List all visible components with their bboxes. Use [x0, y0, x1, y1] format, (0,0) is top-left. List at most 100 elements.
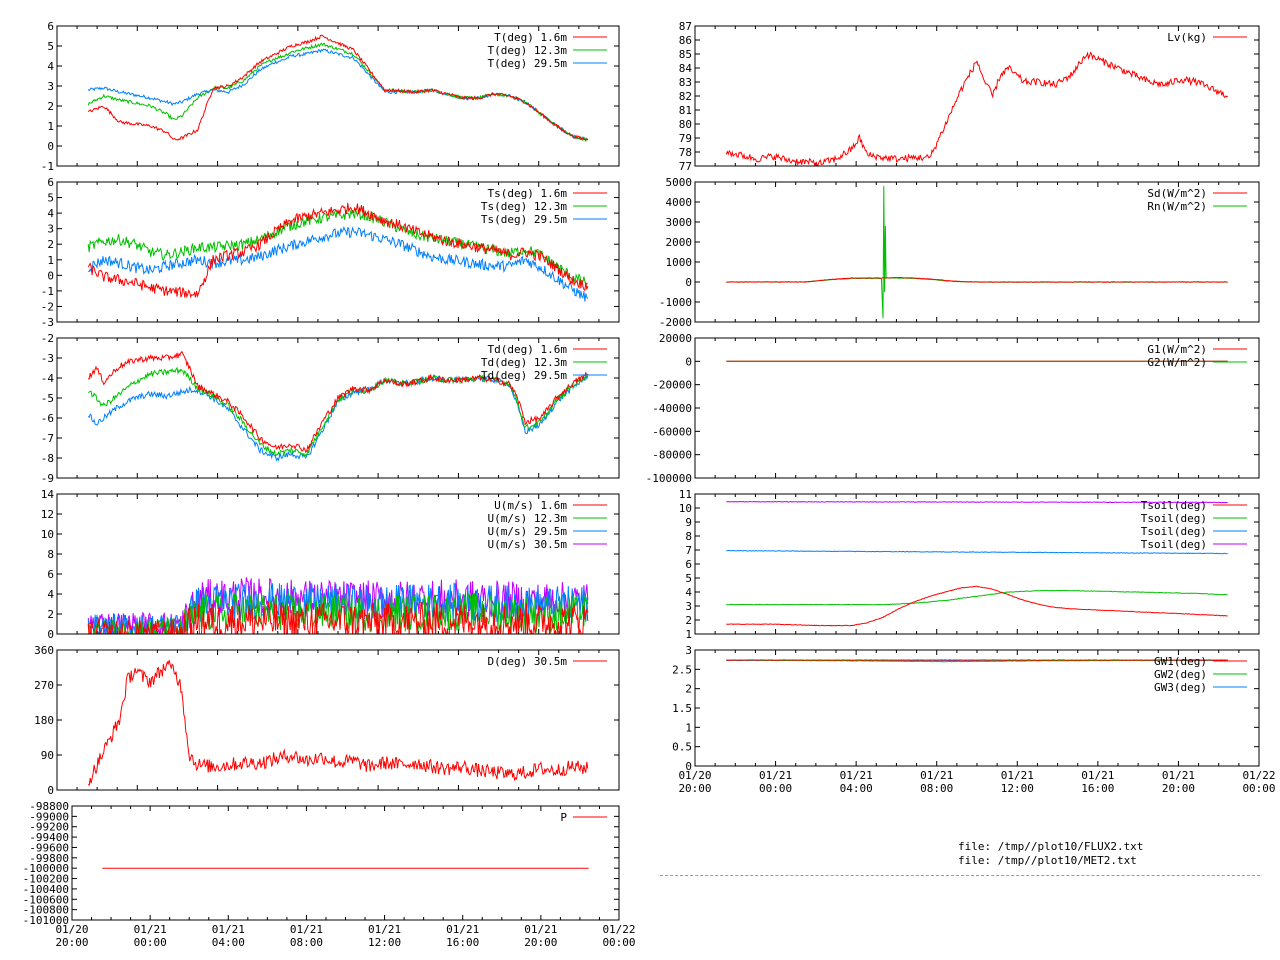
y-tick-label: -100000: [646, 472, 692, 485]
legend-label: GW1(deg): [1154, 655, 1207, 668]
y-tick-label: 0: [47, 140, 54, 153]
plot-frame: [56, 25, 620, 167]
y-tick-label: -99800: [29, 852, 69, 865]
y-tick-label: 3: [47, 80, 54, 93]
series-line-tsoil-3: [726, 500, 1228, 504]
legend-label: T(deg) 1.6m: [494, 31, 567, 44]
y-tick-label: 10: [41, 528, 54, 541]
y-tick-label: -7: [41, 432, 54, 445]
legend-label: Td(deg) 12.3m: [481, 356, 567, 369]
y-tick-label: -100200: [23, 873, 69, 886]
chart-gw: 00.511.522.5301/2020:0001/2100:0001/2104…: [672, 644, 1275, 795]
legend-label: T(deg) 29.5m: [488, 57, 568, 70]
y-tick-label: -60000: [652, 425, 692, 438]
y-tick-label: 0: [685, 355, 692, 368]
series-line-ts-2: [88, 226, 589, 302]
y-tick-label: 86: [679, 34, 692, 47]
plot-frame: [56, 337, 620, 479]
x-tick-time: 20:00: [55, 936, 88, 949]
y-tick-label: 20000: [659, 332, 692, 345]
y-tick-label: 6: [47, 568, 54, 581]
plot-frame: [694, 337, 1260, 479]
y-tick-label: -99200: [29, 821, 69, 834]
x-tick-time: 12:00: [368, 936, 401, 949]
legend-label: P: [560, 811, 567, 824]
x-tick-date: 01/22: [602, 923, 635, 936]
y-tick-label: 11: [679, 488, 692, 501]
y-tick-label: 180: [34, 714, 54, 727]
series-line-lv-0: [725, 51, 1229, 166]
legend-label: Td(deg) 29.5m: [481, 369, 567, 382]
chart-t: -1 0 1 2 3 4 5 6 T(deg) 1.6mT(deg) 12.3mT(deg) 2…: [41, 20, 620, 173]
plot-frame: [71, 805, 620, 921]
y-tick-label: 5: [47, 192, 54, 205]
y-tick-label: 84: [679, 62, 693, 75]
y-tick-label: 2.5: [672, 663, 692, 676]
y-tick-label: 0: [47, 784, 54, 797]
x-tick-date: 01/21: [920, 769, 953, 782]
legend-label: Lv(kg): [1167, 31, 1207, 44]
y-tick-label: -98800: [29, 800, 69, 813]
legend-label: Tsoil(deg): [1141, 512, 1207, 525]
legend-label: T(deg) 12.3m: [488, 44, 568, 57]
y-tick-label: 4: [47, 588, 54, 601]
x-tick-time: 20:00: [1162, 782, 1195, 795]
plot-frame: [56, 493, 620, 635]
x-tick-time: 16:00: [446, 936, 479, 949]
x-tick-time: 04:00: [212, 936, 245, 949]
y-tick-label: 6: [47, 176, 54, 189]
file-line-1: file: /tmp//plot10/FLUX2.txt: [958, 840, 1144, 853]
y-tick-label: -99000: [29, 810, 69, 823]
plot-frame: [694, 181, 1260, 323]
y-tick-label: 6: [685, 558, 692, 571]
y-tick-label: 14: [41, 488, 55, 501]
x-tick-time: 20:00: [678, 782, 711, 795]
series-line-tsoil-1: [726, 589, 1228, 606]
x-tick-date: 01/22: [1242, 769, 1275, 782]
y-tick-label: 80: [679, 118, 692, 131]
y-tick-label: 4: [685, 586, 692, 599]
x-tick-date: 01/20: [55, 923, 88, 936]
x-tick-date: 01/21: [212, 923, 245, 936]
y-tick-label: 2: [47, 608, 54, 621]
x-tick-time: 08:00: [290, 936, 323, 949]
legend-label: Ts(deg) 12.3m: [481, 200, 567, 213]
chart-d: 0 90 180 270 360 D(deg) 30.5m: [34, 644, 620, 797]
y-tick-label: 82: [679, 90, 692, 103]
file-list: file: /tmp//plot10/FLUX2.txt file: /tmp//…: [958, 840, 1143, 868]
y-tick-label: 2: [685, 683, 692, 696]
chart-sd: -2000 -1000 0 1000 2000 3000 4000 5000 Sd(W/m^2)…: [659, 176, 1260, 329]
x-tick-time: 00:00: [759, 782, 792, 795]
y-tick-label: -4: [41, 372, 55, 385]
y-tick-label: -6: [41, 412, 54, 425]
x-tick-date: 01/21: [1162, 769, 1195, 782]
chart-tsoil: 1234567891011Tsoil(deg)Tsoil(deg)Tsoil(d…: [679, 488, 1260, 641]
series-line-u-0: [87, 601, 589, 634]
y-tick-label: 81: [679, 104, 692, 117]
x-tick-date: 01/20: [678, 769, 711, 782]
legend-label: U(m/s) 30.5m: [488, 538, 568, 551]
y-tick-label: 4: [47, 207, 54, 220]
legend-label: G1(W/m^2): [1147, 343, 1207, 356]
y-tick-label: 0.5: [672, 741, 692, 754]
y-tick-label: 3: [685, 600, 692, 613]
y-tick-label: -1: [41, 160, 54, 173]
y-tick-label: -100800: [23, 904, 69, 917]
y-tick-label: 8: [685, 530, 692, 543]
y-tick-label: -5: [41, 392, 54, 405]
x-tick-date: 01/21: [524, 923, 557, 936]
x-tick-time: 00:00: [134, 936, 167, 949]
y-tick-label: 0: [47, 269, 54, 282]
legend-label: Tsoil(deg): [1141, 538, 1207, 551]
y-tick-label: -99600: [29, 841, 69, 854]
legend-label: GW3(deg): [1154, 681, 1207, 694]
y-tick-label: 78: [679, 146, 692, 159]
legend-label: D(deg) 30.5m: [488, 655, 568, 668]
y-tick-label: 4000: [666, 196, 693, 209]
y-tick-label: 2000: [666, 236, 693, 249]
x-tick-date: 01/21: [759, 769, 792, 782]
x-tick-time: 00:00: [1242, 782, 1275, 795]
